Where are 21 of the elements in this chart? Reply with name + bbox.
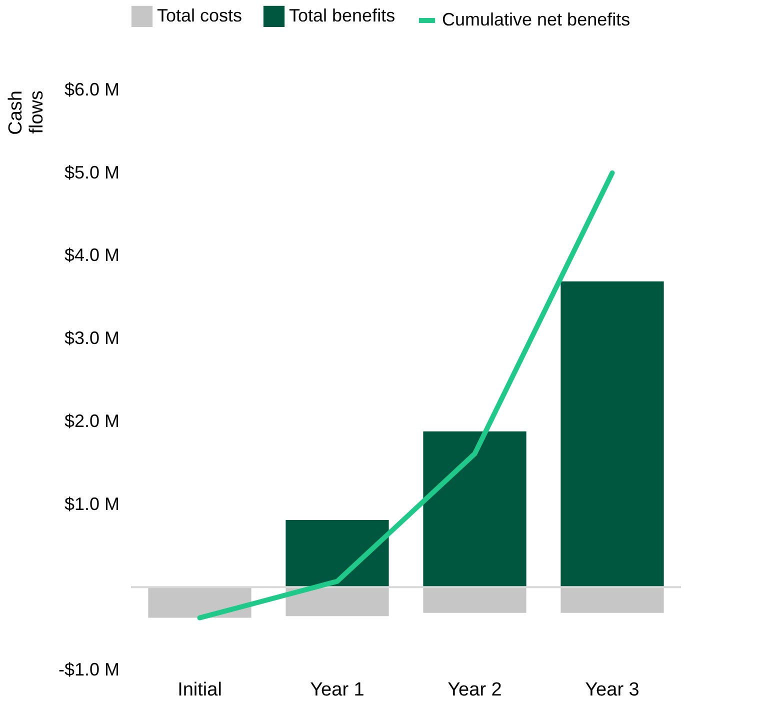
x-tick-label: Year 1 bbox=[310, 680, 364, 700]
x-tick-label: Year 2 bbox=[448, 680, 502, 700]
bar bbox=[286, 520, 389, 588]
y-tick-label: $5.0 M bbox=[64, 162, 120, 182]
x-tick-label: Initial bbox=[178, 680, 222, 700]
bar bbox=[560, 587, 664, 613]
legend-label: Total costs bbox=[157, 5, 242, 26]
y-tick-label: -$1.0 M bbox=[58, 660, 120, 680]
y-tick-label: $3.0 M bbox=[64, 328, 120, 348]
bar bbox=[423, 431, 526, 588]
legend-label: Cumulative net benefits bbox=[442, 10, 630, 30]
y-tick-label: $6.0 M bbox=[64, 80, 120, 100]
y-tick-label: $4.0 M bbox=[64, 245, 120, 266]
bar bbox=[423, 587, 526, 613]
y-tick-label: $1.0 M bbox=[64, 494, 120, 514]
y-tick-label: $2.0 M bbox=[64, 410, 120, 431]
x-tick-label: Year 3 bbox=[585, 680, 640, 700]
bar bbox=[286, 587, 389, 616]
bar bbox=[560, 281, 664, 588]
legend-label: Total benefits bbox=[289, 5, 396, 26]
y-axis-title: Cash flows bbox=[5, 90, 48, 135]
